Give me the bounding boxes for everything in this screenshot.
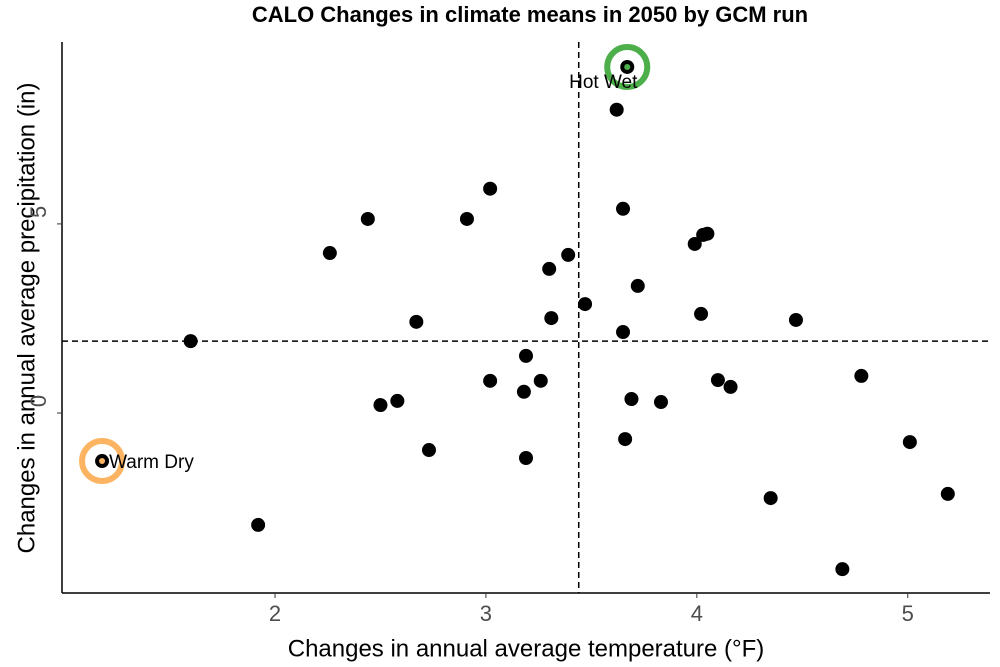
point [653,395,668,410]
point [360,211,375,226]
point [483,373,498,388]
highlight-dot [99,458,106,465]
point [616,325,631,340]
x-tick-label: 5 [902,601,914,626]
point [578,297,593,312]
point [519,348,533,363]
point [723,379,738,394]
point [630,278,645,293]
highlight-ring [604,43,651,90]
point [609,102,624,117]
point [561,247,576,262]
chart-title: CALO Changes in climate means in 2050 by… [252,2,808,27]
point [516,384,531,399]
point [694,306,709,321]
point [940,486,955,501]
highlight-ring [79,438,126,485]
point [544,311,559,326]
highlight-label: Warm Dry [109,452,194,473]
point [251,517,266,532]
point [483,181,498,196]
point [616,201,631,216]
point [835,562,850,577]
x-tick-label: 3 [480,601,492,626]
point [902,435,917,450]
point [459,211,474,226]
point [763,491,778,506]
point [788,312,803,327]
x-axis-title: Changes in annual average temperature (°… [288,635,765,662]
point [618,432,633,447]
point [854,368,869,383]
point [687,236,702,251]
highlight-dot [624,63,631,70]
y-axis-title: Changes in annual average precipitation … [13,83,40,554]
x-tick-label: 2 [269,601,281,626]
point [542,261,557,276]
point [700,226,715,241]
point [390,393,405,408]
point [533,373,548,388]
y-tick-label: 0 [26,395,51,407]
point [373,398,388,413]
y-tick-label: 5 [26,206,51,218]
point [322,246,337,261]
highlight-label: Hot Wet [569,72,638,93]
point [519,450,533,465]
point [624,391,639,406]
point [710,373,725,388]
point [421,443,436,458]
point [183,334,198,349]
x-tick-label: 4 [691,601,703,626]
point [409,314,424,329]
